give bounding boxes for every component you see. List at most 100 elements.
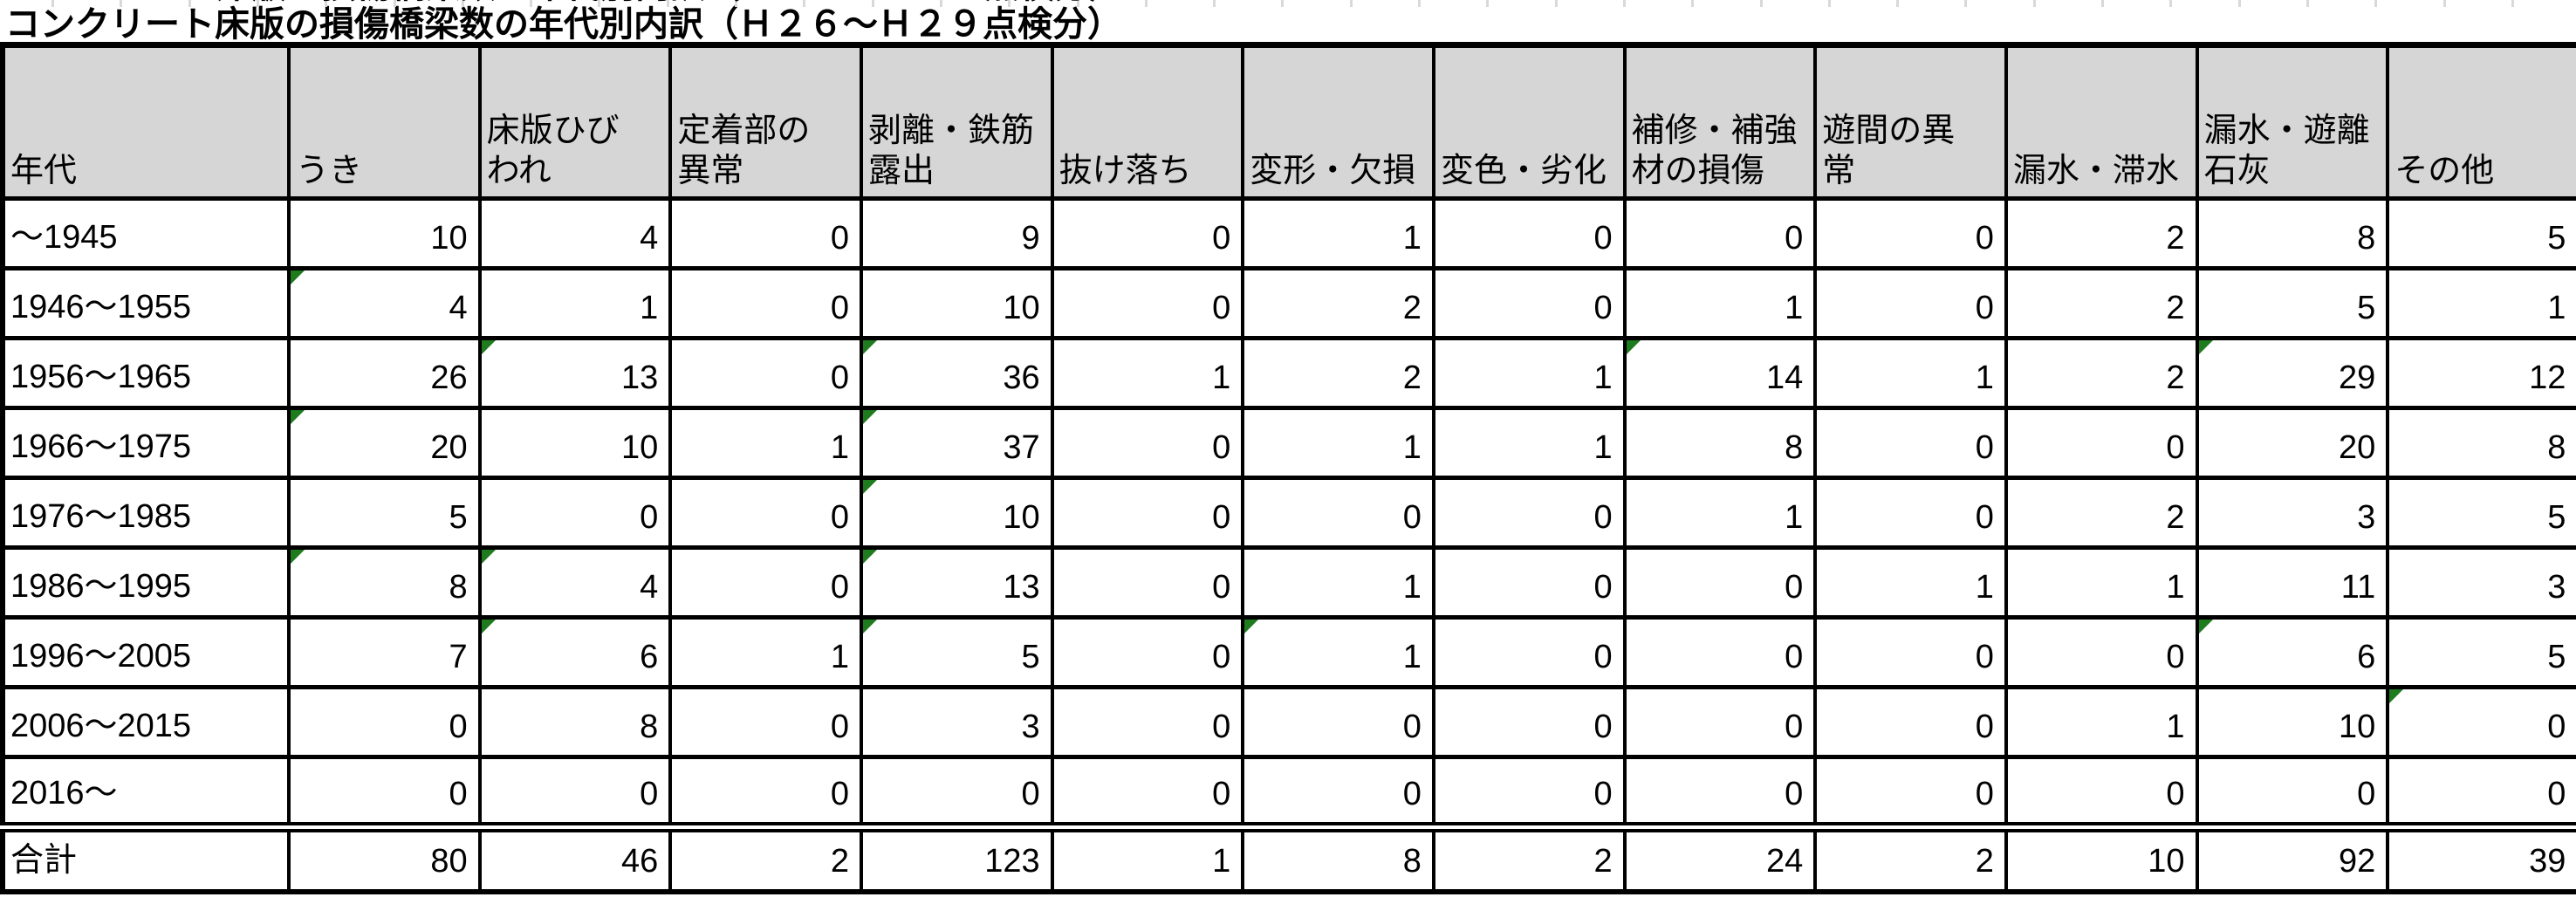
- value-cell[interactable]: 0: [668, 336, 863, 410]
- value-cell[interactable]: 3: [2386, 545, 2576, 620]
- column-header-3[interactable]: 定着部の 異常: [668, 43, 863, 201]
- value-cell[interactable]: 0: [1050, 266, 1245, 340]
- column-header-1[interactable]: うき: [287, 43, 482, 201]
- value-cell[interactable]: 8: [287, 545, 482, 620]
- value-cell[interactable]: 2: [2004, 266, 2199, 340]
- value-cell[interactable]: 80: [287, 821, 482, 894]
- value-cell[interactable]: 0: [1622, 615, 1818, 689]
- value-cell[interactable]: 0: [668, 196, 863, 271]
- value-cell[interactable]: 5: [2386, 476, 2576, 550]
- column-header-0[interactable]: 年代: [1, 43, 291, 201]
- value-cell[interactable]: 8: [1241, 821, 1435, 894]
- value-cell[interactable]: 0: [287, 755, 482, 829]
- value-cell[interactable]: 0: [1431, 615, 1627, 689]
- value-cell[interactable]: 0: [2004, 755, 2199, 829]
- value-cell[interactable]: 0: [668, 755, 863, 829]
- value-cell[interactable]: 0: [287, 685, 482, 759]
- value-cell[interactable]: 0: [2386, 685, 2576, 759]
- value-cell[interactable]: 2: [2004, 196, 2199, 271]
- value-cell[interactable]: 0: [1050, 685, 1245, 759]
- value-cell[interactable]: 0: [1813, 685, 2008, 759]
- value-cell[interactable]: 24: [1622, 821, 1818, 894]
- value-cell[interactable]: 13: [859, 545, 1054, 620]
- value-cell[interactable]: 0: [1050, 476, 1245, 550]
- column-header-6[interactable]: 変形・欠損: [1241, 43, 1435, 201]
- value-cell[interactable]: 6: [477, 615, 673, 689]
- value-cell[interactable]: 2: [1813, 821, 2008, 894]
- value-cell[interactable]: 0: [1431, 196, 1627, 271]
- row-label[interactable]: 1996～2005: [1, 615, 291, 689]
- value-cell[interactable]: 92: [2195, 821, 2390, 894]
- value-cell[interactable]: 10: [859, 266, 1054, 340]
- column-header-9[interactable]: 遊間の異常: [1813, 43, 2008, 201]
- value-cell[interactable]: 8: [1622, 406, 1818, 480]
- column-header-2[interactable]: 床版ひび われ: [477, 43, 673, 201]
- value-cell[interactable]: 4: [477, 196, 673, 271]
- value-cell[interactable]: 1: [1241, 615, 1435, 689]
- value-cell[interactable]: 0: [1050, 196, 1245, 271]
- value-cell[interactable]: 0: [1622, 685, 1818, 759]
- value-cell[interactable]: 4: [287, 266, 482, 340]
- value-cell[interactable]: 11: [2195, 545, 2390, 620]
- value-cell[interactable]: 1: [1431, 336, 1627, 410]
- value-cell[interactable]: 0: [477, 476, 673, 550]
- value-cell[interactable]: 0: [1431, 476, 1627, 550]
- value-cell[interactable]: 46: [477, 821, 673, 894]
- value-cell[interactable]: 0: [1622, 545, 1818, 620]
- value-cell[interactable]: 37: [859, 406, 1054, 480]
- value-cell[interactable]: 0: [1813, 266, 2008, 340]
- value-cell[interactable]: 0: [668, 476, 863, 550]
- value-cell[interactable]: 0: [1431, 685, 1627, 759]
- value-cell[interactable]: 0: [2004, 615, 2199, 689]
- column-header-4[interactable]: 剥離・鉄筋 露出: [859, 43, 1054, 201]
- row-label[interactable]: 2006～2015: [1, 685, 291, 759]
- value-cell[interactable]: 1: [1241, 406, 1435, 480]
- value-cell[interactable]: 14: [1622, 336, 1818, 410]
- value-cell[interactable]: 5: [859, 615, 1054, 689]
- value-cell[interactable]: 0: [1622, 196, 1818, 271]
- value-cell[interactable]: 1: [1241, 545, 1435, 620]
- column-header-11[interactable]: 漏水・遊離 石灰: [2195, 43, 2390, 201]
- value-cell[interactable]: 0: [1813, 755, 2008, 829]
- value-cell[interactable]: 1: [2386, 266, 2576, 340]
- column-header-12[interactable]: その他: [2386, 43, 2576, 201]
- value-cell[interactable]: 1: [1813, 545, 2008, 620]
- value-cell[interactable]: 12: [2386, 336, 2576, 410]
- value-cell[interactable]: 1: [1622, 476, 1818, 550]
- value-cell[interactable]: 5: [2386, 196, 2576, 271]
- value-cell[interactable]: 0: [1050, 406, 1245, 480]
- value-cell[interactable]: 6: [2195, 615, 2390, 689]
- value-cell[interactable]: 29: [2195, 336, 2390, 410]
- value-cell[interactable]: 1: [1050, 821, 1245, 894]
- value-cell[interactable]: 123: [859, 821, 1054, 894]
- value-cell[interactable]: 2: [2004, 336, 2199, 410]
- value-cell[interactable]: 2: [1431, 821, 1627, 894]
- value-cell[interactable]: 1: [477, 266, 673, 340]
- column-header-5[interactable]: 抜け落ち: [1050, 43, 1245, 201]
- value-cell[interactable]: 2: [668, 821, 863, 894]
- value-cell[interactable]: 20: [287, 406, 482, 480]
- value-cell[interactable]: 0: [1050, 615, 1245, 689]
- row-label[interactable]: 1956～1965: [1, 336, 291, 410]
- value-cell[interactable]: 1: [1050, 336, 1245, 410]
- value-cell[interactable]: 0: [668, 685, 863, 759]
- value-cell[interactable]: 26: [287, 336, 482, 410]
- value-cell[interactable]: 0: [1813, 406, 2008, 480]
- column-header-10[interactable]: 漏水・滞水: [2004, 43, 2199, 201]
- value-cell[interactable]: 0: [1813, 196, 2008, 271]
- value-cell[interactable]: 2: [1241, 266, 1435, 340]
- value-cell[interactable]: 1: [668, 406, 863, 480]
- value-cell[interactable]: 5: [2195, 266, 2390, 340]
- value-cell[interactable]: 0: [1241, 755, 1435, 829]
- row-label[interactable]: 2016～: [1, 755, 291, 829]
- row-label[interactable]: 1986～1995: [1, 545, 291, 620]
- value-cell[interactable]: 0: [668, 266, 863, 340]
- value-cell[interactable]: 10: [287, 196, 482, 271]
- value-cell[interactable]: 20: [2195, 406, 2390, 480]
- value-cell[interactable]: 13: [477, 336, 673, 410]
- value-cell[interactable]: 10: [477, 406, 673, 480]
- value-cell[interactable]: 0: [1431, 266, 1627, 340]
- value-cell[interactable]: 39: [2386, 821, 2576, 894]
- value-cell[interactable]: 0: [1050, 755, 1245, 829]
- value-cell[interactable]: 0: [1813, 476, 2008, 550]
